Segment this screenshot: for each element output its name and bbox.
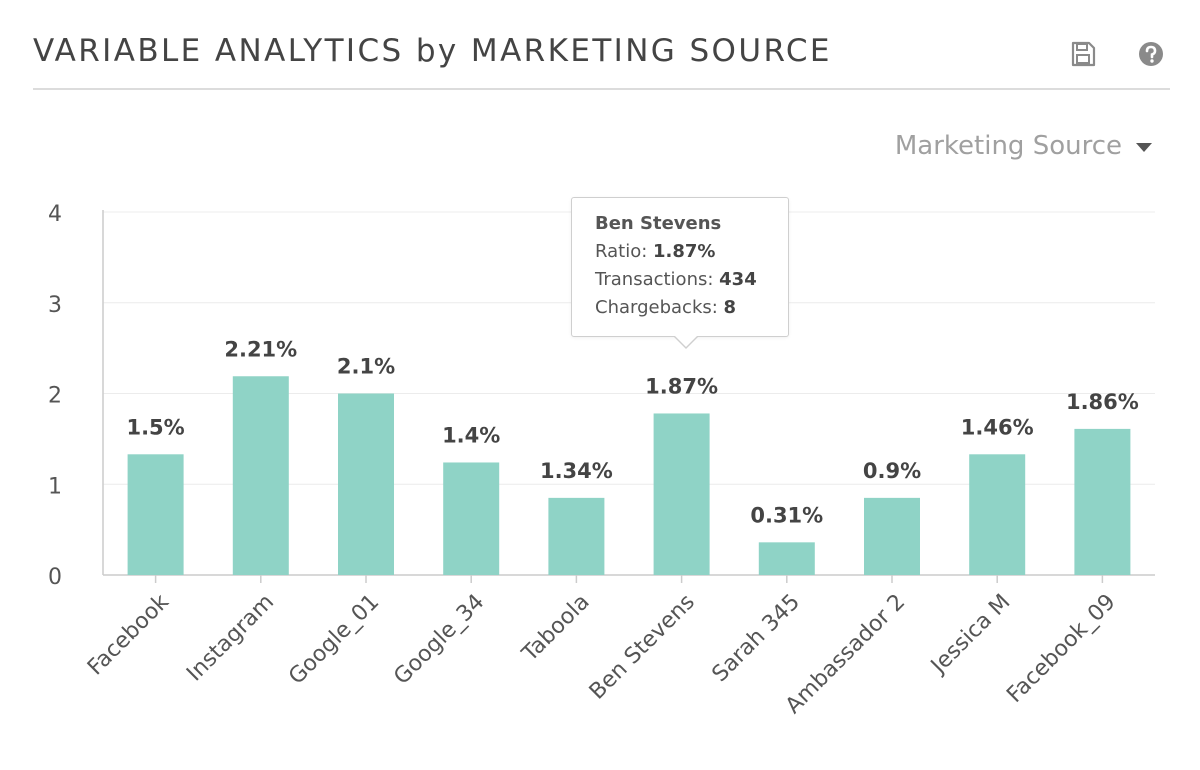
y-tick-label: 0	[48, 565, 62, 590]
tooltip-transactions-value: 434	[719, 269, 757, 290]
dropdown-label: Marketing Source	[894, 131, 1122, 161]
data-label: 1.86%	[1066, 390, 1139, 414]
bar[interactable]	[1074, 428, 1131, 575]
x-tick-label: Jessica M	[925, 590, 1015, 680]
data-label: 1.34%	[540, 459, 613, 483]
data-label: 1.46%	[961, 415, 1034, 439]
y-tick-label: 2	[48, 384, 62, 409]
bar[interactable]	[443, 462, 500, 575]
data-label: 2.21%	[224, 337, 297, 361]
y-tick-label: 1	[48, 474, 62, 499]
x-tick-label: Ben Stevens	[585, 590, 700, 705]
data-label: 1.5%	[126, 415, 184, 439]
tooltip-chargebacks-row: Chargebacks: 8	[595, 294, 788, 322]
chart-title: VARIABLE ANALYTICS by MARKETING SOURCE	[33, 33, 832, 69]
save-icon[interactable]	[1069, 40, 1097, 68]
x-tick-label: Facebook_09	[1002, 590, 1120, 708]
data-label: 2.1%	[337, 355, 395, 379]
bar[interactable]	[232, 376, 289, 575]
x-tick-label: Instagram	[182, 590, 279, 687]
tooltip-ratio-value: 1.87%	[653, 241, 716, 262]
tooltip-ratio-label: Ratio:	[595, 241, 653, 262]
data-label: 0.9%	[863, 459, 921, 483]
bar[interactable]	[338, 393, 394, 576]
x-tick-label: Taboola	[517, 590, 595, 668]
bar[interactable]	[758, 542, 815, 575]
data-label: 1.4%	[442, 423, 500, 447]
x-tick-label: Google_01	[284, 590, 384, 690]
tooltip-pointer-fill	[674, 335, 698, 347]
widget-header: VARIABLE ANALYTICS by MARKETING SOURCE	[33, 0, 1170, 90]
tooltip-transactions-row: Transactions: 434	[595, 266, 788, 294]
tooltip-chargebacks-value: 8	[723, 297, 737, 318]
tooltip-transactions-label: Transactions:	[595, 269, 720, 290]
y-tick-label: 3	[48, 293, 62, 318]
data-label: 0.31%	[750, 503, 823, 527]
tooltip: Ben Stevens Ratio: 1.87% Transactions: 4…	[571, 197, 789, 349]
bar[interactable]	[127, 454, 184, 575]
bar[interactable]	[548, 497, 605, 575]
y-tick-label: 4	[48, 202, 62, 227]
bar[interactable]	[969, 454, 1026, 575]
x-tick-label: Sarah 345	[708, 590, 806, 688]
bar[interactable]	[653, 413, 710, 575]
x-tick-label: Google_34	[389, 590, 489, 690]
help-icon[interactable]	[1137, 40, 1165, 68]
caret-down-icon	[1136, 143, 1152, 152]
tooltip-title: Ben Stevens	[595, 213, 722, 234]
tooltip-chargebacks-label: Chargebacks:	[595, 297, 724, 318]
tooltip-ratio-row: Ratio: 1.87%	[595, 238, 788, 266]
data-label: 1.87%	[645, 374, 718, 398]
marketing-source-dropdown[interactable]: Marketing Source	[895, 128, 1152, 164]
bar[interactable]	[864, 497, 920, 575]
x-tick-label: Facebook	[83, 589, 174, 680]
